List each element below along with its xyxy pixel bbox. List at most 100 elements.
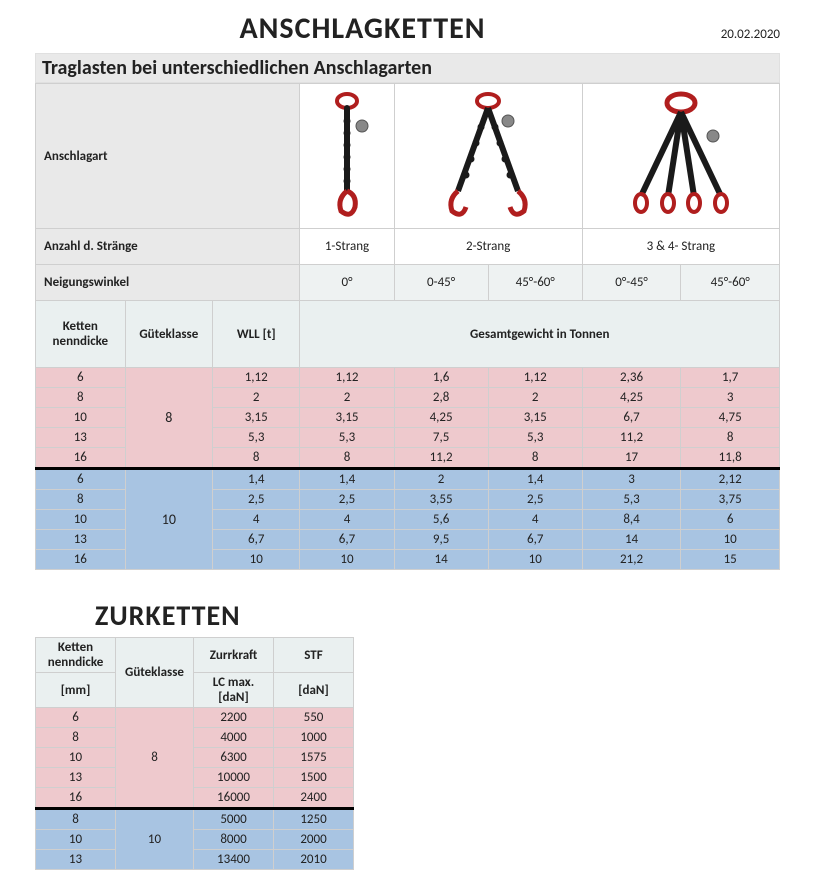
cell-lc: 10000 (194, 768, 274, 788)
cell-lc: 4000 (194, 728, 274, 748)
row-hdr1: Ketten nenndicke Güteklasse Zurrkraft ST… (36, 638, 354, 673)
zurketten-table: Ketten nenndicke Güteklasse Zurrkraft ST… (35, 637, 354, 870)
header: ANSCHLAGKETTEN 20.02.2020 (35, 10, 780, 47)
cell-stf: 1000 (274, 728, 354, 748)
cell-value: 8 (300, 448, 394, 469)
cell-value: 10 (488, 550, 582, 570)
cell-value: 14 (394, 550, 488, 570)
cell-guteklasse: 8 (125, 368, 212, 469)
cell-value: 4,25 (582, 388, 681, 408)
cell-lc: 8000 (194, 830, 274, 850)
table-row: 16160002400 (36, 788, 354, 809)
cell-ketten: 10 (36, 830, 116, 850)
cell-ketten: 6 (36, 469, 126, 490)
cell-stf: 1500 (274, 768, 354, 788)
cell-stf: 1250 (274, 809, 354, 830)
cell-ketten: 6 (36, 708, 116, 728)
cell-lc: 5000 (194, 809, 274, 830)
cell-value: 10 (681, 530, 780, 550)
hdr2-dan: [daN] (274, 673, 354, 708)
chain-2-strand-icon (394, 84, 582, 229)
table-row: 681,121,121,61,122,361,7 (36, 368, 780, 388)
cell-value: 2,8 (394, 388, 488, 408)
cell-value: 4,75 (681, 408, 780, 428)
cell-ketten: 13 (36, 530, 126, 550)
hdr2-zurr: Zurrkraft (194, 638, 274, 673)
cell-value: 1,12 (213, 368, 300, 388)
cell-ketten: 16 (36, 550, 126, 570)
cell-value: 2 (300, 388, 394, 408)
cell-guteklasse: 10 (125, 469, 212, 570)
zurketten-title: ZURKETTEN (95, 598, 780, 633)
cell-ketten: 10 (36, 408, 126, 428)
cell-value: 3,15 (488, 408, 582, 428)
cell-value: 3,15 (213, 408, 300, 428)
cell-value: 6,7 (582, 408, 681, 428)
cell-value: 10 (213, 550, 300, 570)
table2-body: 6822005508400010001063001575131000015001… (36, 708, 354, 870)
cell-value: 10 (300, 550, 394, 570)
table-row: 10 80002000 (36, 830, 354, 850)
cell-ketten: 6 (36, 368, 126, 388)
cell-value: 3 (681, 388, 780, 408)
cell-lc: 13400 (194, 850, 274, 870)
label-anzahl: Anzahl d. Stränge (36, 229, 300, 265)
cell-guteklasse: 8 (116, 708, 194, 809)
cell-value: 8 (213, 448, 300, 469)
cell-value: 1,4 (488, 469, 582, 490)
cell-angle-2: 45°-60° (488, 265, 582, 301)
table1-body: 681,121,121,61,122,361,78222,824,253103,… (36, 368, 780, 570)
cell-ketten: 13 (36, 768, 116, 788)
hdr-gute: Güteklasse (125, 301, 212, 368)
cell-stf: 2000 (274, 830, 354, 850)
hdr2-ketten: Ketten nenndicke (36, 638, 116, 673)
cell-value: 1,4 (300, 469, 394, 490)
hdr2-stf: STF (274, 638, 354, 673)
cell-value: 11,2 (394, 448, 488, 469)
cell-value: 3,75 (681, 490, 780, 510)
label-neigung: Neigungswinkel (36, 265, 300, 301)
cell-value: 2 (394, 469, 488, 490)
cell-value: 5,3 (582, 490, 681, 510)
cell-value: 3,15 (300, 408, 394, 428)
row-col-headers: Ketten nenndicke Güteklasse WLL [t] Gesa… (36, 301, 780, 368)
cell-lc: 2200 (194, 708, 274, 728)
cell-ketten: 8 (36, 809, 116, 830)
cell-value: 11,8 (681, 448, 780, 469)
cell-ketten: 10 (36, 510, 126, 530)
cell-ketten: 8 (36, 490, 126, 510)
cell-value: 11,2 (582, 428, 681, 448)
cell-ketten: 10 (36, 748, 116, 768)
cell-angle-4: 45°-60° (681, 265, 780, 301)
cell-stf: 2010 (274, 850, 354, 870)
cell-value: 2,5 (488, 490, 582, 510)
label-anschlagart: Anschlagart (36, 84, 300, 229)
cell-angle-1: 0-45° (394, 265, 488, 301)
table-row: 13 100001500 (36, 768, 354, 788)
cell-value: 8 (681, 428, 780, 448)
hdr2-gute: Güteklasse (116, 638, 194, 708)
cell-value: 1,6 (394, 368, 488, 388)
cell-lc: 16000 (194, 788, 274, 809)
cell-strand-1: 2-Strang (394, 229, 582, 265)
table-row: 1063001575 (36, 748, 354, 768)
cell-ketten: 8 (36, 728, 116, 748)
cell-value: 4 (488, 510, 582, 530)
cell-value: 2 (488, 388, 582, 408)
cell-value: 2,5 (213, 490, 300, 510)
hdr2-mm: [mm] (36, 673, 116, 708)
cell-value: 6,7 (213, 530, 300, 550)
page-date: 20.02.2020 (690, 27, 780, 42)
cell-ketten: 8 (36, 388, 126, 408)
cell-value: 2 (213, 388, 300, 408)
cell-value: 3,55 (394, 490, 488, 510)
table-row: 6101,41,421,432,12 (36, 469, 780, 490)
cell-value: 3 (582, 469, 681, 490)
row-anschlagart: Anschlagart (36, 84, 780, 229)
cell-value: 9,5 (394, 530, 488, 550)
cell-strand-2: 3 & 4- Strang (582, 229, 779, 265)
cell-angle-0: 0° (300, 265, 394, 301)
cell-value: 5,3 (488, 428, 582, 448)
cell-value: 4 (213, 510, 300, 530)
cell-value: 6 (681, 510, 780, 530)
